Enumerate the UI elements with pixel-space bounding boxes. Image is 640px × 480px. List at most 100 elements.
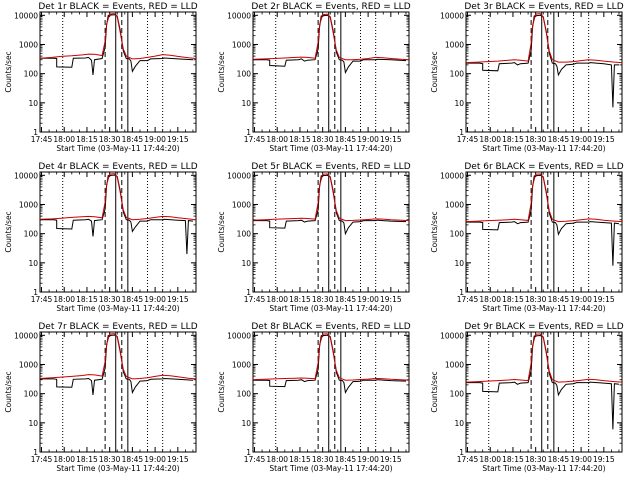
y-tick-label: 10000 (440, 171, 464, 180)
chart-title: Det 6r BLACK = Events, RED = LLD (464, 162, 623, 172)
y-tick-label: 10 (28, 419, 38, 428)
y-tick-label: 100 (450, 70, 465, 79)
x-tick-label: 19:00 (144, 135, 166, 144)
y-tick-label: 100 (24, 390, 39, 399)
y-tick-label: 1 (33, 288, 38, 297)
y-tick-label: 1000 (19, 360, 38, 369)
y-axis-label: Counts/sec (217, 211, 226, 252)
chart-panel-9: Det 9r BLACK = Events, RED = LLD 1 10 100 10… (430, 322, 624, 473)
x-tick-label: 18:30 (525, 455, 547, 464)
plot-frame (465, 11, 623, 133)
x-tick-label: 18:00 (266, 455, 288, 464)
chart-panel-1: Det 1r BLACK = Events, RED = LLD 1 10 100 10… (4, 2, 198, 153)
x-tick-label: 18:45 (335, 135, 357, 144)
x-tick-label: 19:15 (167, 135, 189, 144)
y-tick-label: 10000 (440, 11, 464, 20)
x-tick-label: 19:00 (357, 455, 379, 464)
chart-panel-8: Det 8r BLACK = Events, RED = LLD 1 10 100 10… (217, 322, 411, 473)
chart-panel-7: Det 7r BLACK = Events, RED = LLD 1 10 100 10… (4, 322, 198, 473)
x-tick-label: 18:00 (53, 135, 75, 144)
chart-title: Det 7r BLACK = Events, RED = LLD (38, 322, 197, 332)
x-axis-label: Start Time (03-May-11 17:44:20) (56, 144, 179, 153)
y-axis-label: Counts/sec (217, 371, 226, 412)
chart-title: Det 3r BLACK = Events, RED = LLD (464, 2, 623, 12)
chart-panel-6: Det 6r BLACK = Events, RED = LLD 1 10 100 10… (430, 162, 624, 313)
chart-title: Det 4r BLACK = Events, RED = LLD (38, 162, 197, 172)
series-line-lld (466, 13, 622, 64)
x-tick-label: 18:15 (502, 295, 524, 304)
x-tick-label: 17:45 (457, 135, 479, 144)
y-tick-label: 10000 (227, 11, 251, 20)
y-tick-label: 100 (237, 390, 252, 399)
plot-frame (39, 11, 197, 133)
x-tick-label: 19:00 (357, 295, 379, 304)
y-tick-label: 100 (450, 230, 465, 239)
y-tick-label: 1 (459, 448, 464, 457)
chart-title: Det 2r BLACK = Events, RED = LLD (251, 2, 410, 12)
x-tick-label: 18:15 (502, 135, 524, 144)
x-axis-label: Start Time (03-May-11 17:44:20) (482, 144, 605, 153)
x-tick-label: 18:00 (53, 455, 75, 464)
series-line-lld (466, 173, 622, 223)
x-tick-label: 18:00 (266, 135, 288, 144)
y-tick-label: 10 (454, 99, 464, 108)
series-line-lld (40, 173, 196, 221)
y-tick-label: 10000 (14, 171, 38, 180)
y-tick-label: 10 (454, 419, 464, 428)
x-tick-label: 17:45 (457, 455, 479, 464)
x-axis-label: Start Time (03-May-11 17:44:20) (56, 464, 179, 473)
x-tick-label: 18:15 (76, 295, 98, 304)
x-tick-label: 19:00 (144, 455, 166, 464)
y-tick-label: 10 (28, 259, 38, 268)
x-tick-label: 18:45 (548, 455, 570, 464)
plot-frame (465, 171, 623, 293)
x-tick-label: 17:45 (244, 295, 266, 304)
x-axis-label: Start Time (03-May-11 17:44:20) (482, 464, 605, 473)
x-axis-label: Start Time (03-May-11 17:44:20) (56, 304, 179, 313)
x-tick-label: 19:15 (380, 295, 402, 304)
x-tick-label: 17:45 (457, 295, 479, 304)
chart-title: Det 8r BLACK = Events, RED = LLD (251, 322, 410, 332)
x-tick-label: 18:30 (312, 455, 334, 464)
x-tick-label: 19:15 (593, 135, 615, 144)
series-line-lld (253, 13, 409, 61)
y-tick-label: 10 (28, 99, 38, 108)
y-axis-label: Counts/sec (430, 211, 439, 252)
x-tick-label: 19:15 (593, 295, 615, 304)
x-tick-label: 19:15 (167, 455, 189, 464)
y-tick-label: 1000 (232, 200, 251, 209)
y-tick-label: 1 (33, 448, 38, 457)
y-tick-label: 1000 (445, 360, 464, 369)
series-line-events (40, 14, 194, 76)
x-tick-label: 18:45 (548, 135, 570, 144)
chart-panel-2: Det 2r BLACK = Events, RED = LLD 1 10 100 10… (217, 2, 411, 153)
x-tick-label: 18:45 (335, 295, 357, 304)
x-tick-label: 18:45 (335, 455, 357, 464)
x-tick-label: 17:45 (244, 135, 266, 144)
y-axis-label: Counts/sec (217, 51, 226, 92)
x-tick-label: 18:00 (53, 295, 75, 304)
y-tick-label: 1 (246, 288, 251, 297)
x-axis-label: Start Time (03-May-11 17:44:20) (482, 304, 605, 313)
series-line-lld (253, 173, 409, 222)
y-tick-label: 100 (24, 70, 39, 79)
y-axis-label: Counts/sec (4, 371, 13, 412)
x-tick-label: 19:15 (593, 455, 615, 464)
x-tick-label: 17:45 (31, 455, 53, 464)
x-tick-label: 18:00 (479, 455, 501, 464)
plot-frame (252, 171, 410, 293)
x-tick-label: 18:45 (122, 135, 144, 144)
y-tick-label: 1000 (19, 200, 38, 209)
x-axis-label: Start Time (03-May-11 17:44:20) (269, 144, 392, 153)
plot-frame (252, 331, 410, 453)
chart-panel-5: Det 5r BLACK = Events, RED = LLD 1 10 100 10… (217, 162, 411, 313)
y-tick-label: 10000 (227, 171, 251, 180)
y-tick-label: 1 (33, 128, 38, 137)
plot-frame (39, 331, 197, 453)
y-tick-label: 10 (454, 259, 464, 268)
y-tick-label: 10 (241, 419, 251, 428)
x-tick-label: 18:15 (289, 135, 311, 144)
y-tick-label: 10000 (227, 331, 251, 340)
y-tick-label: 10 (241, 259, 251, 268)
